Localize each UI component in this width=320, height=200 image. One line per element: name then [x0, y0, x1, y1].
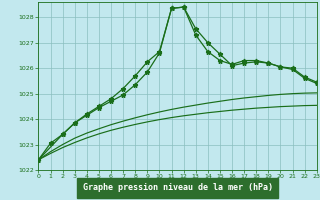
X-axis label: Graphe pression niveau de la mer (hPa): Graphe pression niveau de la mer (hPa): [83, 183, 273, 192]
